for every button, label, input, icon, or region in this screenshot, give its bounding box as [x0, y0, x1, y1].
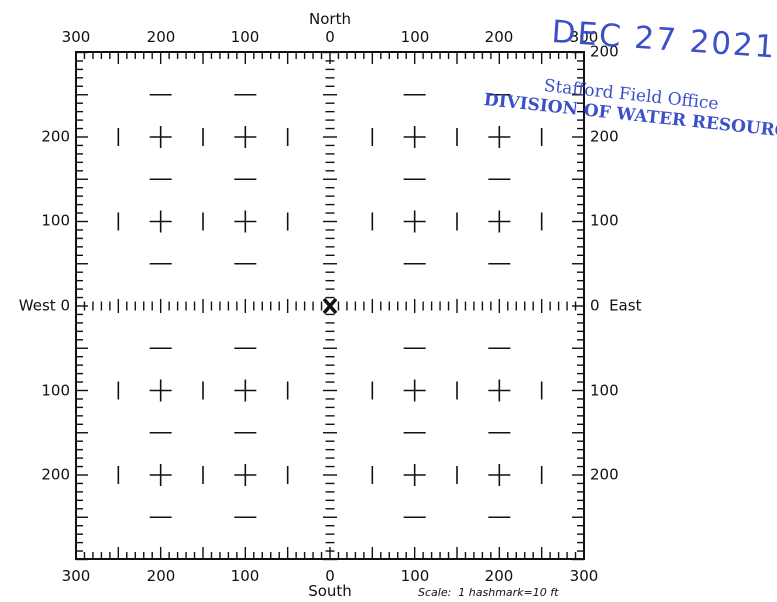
- right-tick-label: 200: [590, 465, 619, 484]
- top-tick-label: 100: [400, 28, 430, 46]
- top-tick-label: 300: [61, 28, 91, 46]
- top-tick-label: 300: [569, 28, 599, 46]
- center-marker: [322, 297, 338, 315]
- top-tick-label: 100: [230, 28, 260, 46]
- bottom-tick-label: 300: [569, 567, 599, 585]
- left-tick-label: 200: [41, 465, 70, 484]
- center-x-stroke: [322, 297, 338, 315]
- bottom-tick-label: 200: [484, 567, 514, 585]
- left-tick-label: 100: [41, 381, 70, 400]
- scale-note: Scale: 1 hashmark=10 ft: [418, 586, 559, 599]
- left-tick-label: 200: [41, 127, 70, 146]
- hashmarks: [75, 51, 585, 561]
- right-tick-label: 200: [590, 127, 619, 146]
- bottom-tick-label: 200: [146, 567, 176, 585]
- top-tick-label: 200: [146, 28, 176, 46]
- right-tick-label: 100: [590, 211, 619, 230]
- right-tick-label: 100: [590, 381, 619, 400]
- bottom-tick-label: 100: [230, 567, 260, 585]
- bottom-tick-label: 0: [325, 567, 335, 585]
- bottom-tick-label: 300: [61, 567, 91, 585]
- north-label: North: [309, 10, 351, 28]
- west-label: West 0: [18, 296, 70, 315]
- bottom-tick-label: 100: [400, 567, 430, 585]
- east-label: 0 East: [590, 296, 642, 315]
- top-tick-label: 0: [325, 28, 335, 46]
- top-tick-label: 200: [484, 28, 514, 46]
- right-tick-label: 200: [590, 42, 619, 61]
- left-tick-label: 100: [41, 211, 70, 230]
- south-label: South: [308, 582, 352, 600]
- grid-marks: [117, 93, 543, 519]
